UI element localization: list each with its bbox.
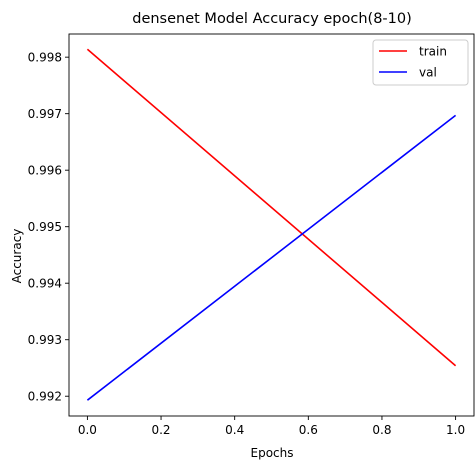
legend-label-train: train	[419, 44, 447, 58]
x-tick-label: 0.0	[78, 423, 97, 437]
y-tick-label: 0.996	[28, 163, 62, 177]
legend-label-val: val	[419, 65, 437, 79]
x-tick-label: 0.8	[372, 423, 391, 437]
y-tick-label: 0.995	[28, 220, 62, 234]
x-tick-label: 0.2	[151, 423, 170, 437]
series-layer	[86, 48, 457, 401]
x-tick-label: 0.6	[299, 423, 318, 437]
axes-frame	[68, 33, 475, 417]
series-line-train	[86, 48, 457, 367]
y-tick-label: 0.998	[28, 50, 62, 64]
series-line-val	[86, 114, 457, 401]
y-tick-label: 0.992	[28, 390, 62, 404]
axes-layer: 0.0 0.2 0.4 0.6 0.8 1.0 0.992 0.993 0.994 0.995 0.…	[28, 33, 475, 437]
legend: train val	[372, 39, 469, 86]
y-tick-label: 0.993	[28, 333, 62, 347]
x-tick-label: 0.4	[225, 423, 244, 437]
y-tick-label: 0.997	[28, 107, 62, 121]
x-tick-label: 1.0	[446, 423, 465, 437]
y-axis-label: Accuracy	[10, 229, 24, 284]
x-axis-label: Epochs	[251, 446, 294, 460]
plot-area	[69, 34, 474, 416]
chart-title: densenet Model Accuracy epoch(8-10)	[132, 11, 412, 27]
y-tick-label: 0.994	[28, 277, 62, 291]
plot-background	[69, 34, 474, 416]
